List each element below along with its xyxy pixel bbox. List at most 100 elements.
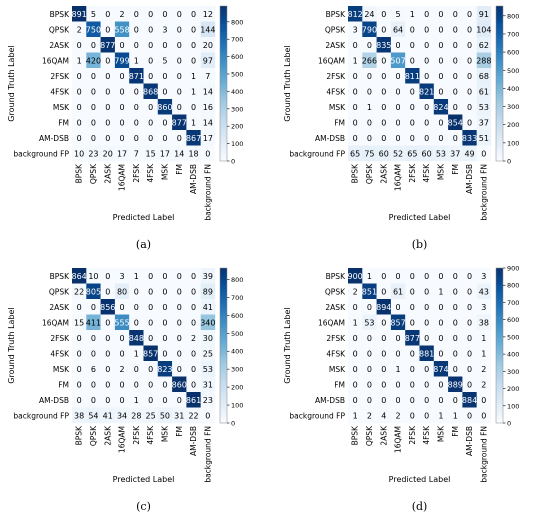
cell-value: 62	[479, 41, 489, 50]
col-tick-label: MSK	[436, 163, 445, 180]
row-tick-label: 2FSK	[50, 334, 70, 343]
heatmap-cell	[476, 37, 492, 53]
cell-value: 1	[134, 349, 139, 358]
cell-value: 0	[120, 103, 125, 112]
heatmap-cell	[100, 299, 116, 315]
heatmap-cell	[186, 392, 201, 408]
cell-value: 97	[203, 56, 213, 65]
cell-value: 0	[381, 134, 386, 143]
heatmap-cell	[405, 392, 420, 408]
cell-value: 0	[105, 25, 110, 34]
row-tick-label: BPSK	[326, 10, 346, 19]
cell-value: 877	[172, 118, 187, 127]
heatmap-cell	[86, 376, 101, 393]
heatmap-cell	[348, 330, 363, 346]
cell-value: 0	[396, 349, 401, 358]
cell-value: 4	[381, 411, 386, 420]
x-axis-label: Predicted Label	[113, 213, 175, 222]
cell-value: 0	[134, 118, 139, 127]
heatmap-cell	[376, 130, 392, 146]
heatmap-cell	[172, 283, 187, 300]
heatmap-cell	[462, 21, 477, 38]
heatmap-cell	[200, 145, 216, 162]
cell-value: 0	[162, 396, 167, 405]
heatmap-cell	[419, 130, 434, 146]
cell-value: 1	[396, 365, 401, 374]
cell-value: 0	[353, 380, 358, 389]
row-tick-label: 4FSK	[50, 87, 70, 96]
heatmap-cell	[405, 83, 420, 100]
cell-value: 0	[424, 10, 429, 19]
heatmap-cell	[172, 114, 187, 131]
cell-value: 0	[191, 365, 196, 374]
heatmap-cell	[129, 361, 144, 377]
heatmap-cell	[462, 314, 477, 331]
col-tick-label: background FN	[203, 164, 212, 221]
row-tick-label: MSK	[53, 103, 70, 112]
cell-value: 0	[91, 134, 96, 143]
cell-value: 54	[88, 411, 98, 420]
cell-value: 0	[353, 303, 358, 312]
col-tick-label: MSK	[436, 425, 445, 442]
heatmap-cell	[86, 68, 101, 84]
heatmap-cell	[129, 37, 144, 53]
heatmap-cell	[405, 37, 420, 53]
x-axis-label: Predicted Label	[113, 475, 175, 484]
heatmap-cell	[129, 145, 144, 162]
heatmap-cell	[433, 99, 449, 115]
cell-value: 0	[91, 103, 96, 112]
cell-value: 0	[353, 41, 358, 50]
col-tick-label: 4FSK	[422, 163, 431, 183]
cell-value: 0	[396, 272, 401, 281]
cell-value: 0	[105, 72, 110, 81]
heatmap-cell	[172, 21, 187, 38]
cell-value: 0	[467, 25, 472, 34]
heatmap-cell	[348, 268, 363, 284]
row-tick-label: 2FSK	[50, 72, 70, 81]
cell-value: 53	[364, 318, 374, 327]
col-tick-label: BPSK	[75, 425, 84, 445]
heatmap-cell	[348, 37, 363, 53]
cell-value: 411	[86, 318, 101, 327]
row-tick-label: MSK	[329, 365, 346, 374]
heatmap-cell	[157, 392, 173, 408]
colorbar-tick-label: 900	[507, 265, 519, 273]
heatmap-cell	[143, 268, 158, 284]
row-tick-label: 16QAM	[318, 56, 345, 65]
heatmap-cell	[348, 145, 363, 162]
row-tick-label: BPSK	[50, 272, 70, 281]
cell-value: 10	[88, 272, 98, 281]
cell-value: 823	[157, 365, 172, 374]
cell-value: 1	[134, 56, 139, 65]
cell-value: 2	[120, 365, 125, 374]
col-tick-label: AM-DSB	[465, 164, 474, 194]
cell-value: 0	[105, 56, 110, 65]
heatmap-cell	[448, 376, 463, 393]
colorbar-tick-label: 300	[231, 366, 243, 374]
heatmap-cell	[114, 392, 130, 408]
heatmap-cell	[405, 145, 420, 162]
cell-value: 24	[364, 10, 374, 19]
heatmap-cell	[143, 83, 158, 100]
cell-value: 0	[77, 87, 82, 96]
cell-value: 0	[191, 41, 196, 50]
heatmap-cell	[476, 345, 492, 362]
heatmap-cell	[172, 299, 187, 315]
heatmap-cell	[419, 392, 434, 408]
cell-value: 857	[390, 318, 405, 327]
heatmap-cell	[376, 299, 392, 315]
heatmap-cell	[376, 407, 392, 424]
cell-value: 64	[393, 25, 403, 34]
cell-value: 0	[410, 103, 415, 112]
col-tick-label: 2ASK	[103, 425, 112, 446]
cell-value: 0	[177, 365, 182, 374]
heatmap-cell	[433, 145, 449, 162]
heatmap-cell	[86, 6, 101, 22]
heatmap-cell	[476, 83, 492, 100]
confusion-matrix-4: 900 1 0 0 0 0 0 0 0 32 851 0 61 0 0 1 0 0 430 0 894 0 0 0 0 0 0 31 5…	[283, 265, 519, 514]
heatmap-cell	[143, 361, 158, 377]
cell-value: 0	[162, 87, 167, 96]
cell-value: 0	[367, 396, 372, 405]
